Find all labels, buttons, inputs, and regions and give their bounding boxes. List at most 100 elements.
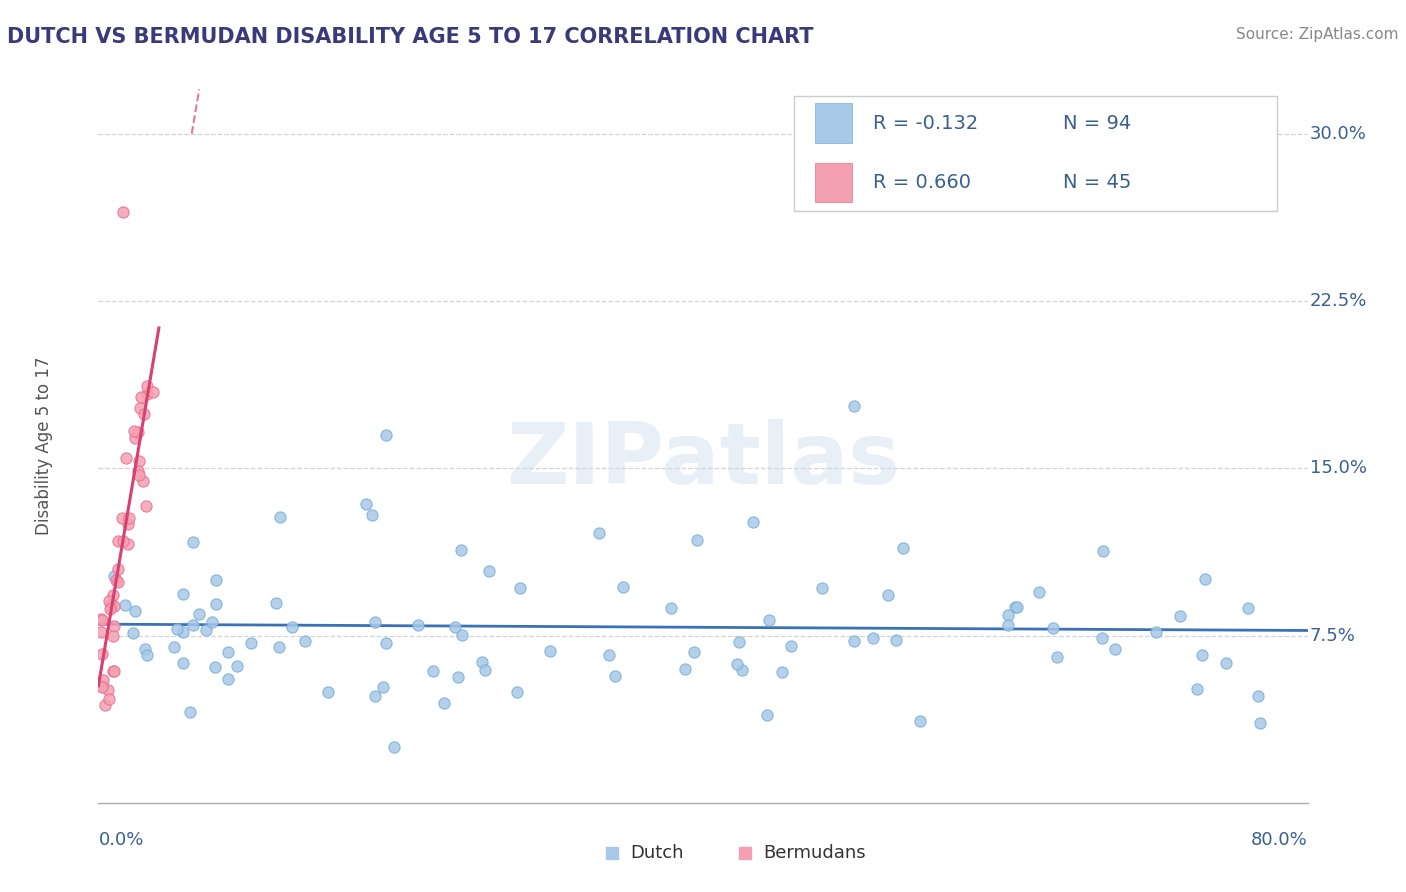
Point (374, 427, 396, 442)
Point (316, 685, 339, 699)
Point (100, 599, 122, 614)
Point (1215, 656, 1237, 670)
Text: Bermudans: Bermudans (763, 844, 866, 862)
Point (891, 541, 914, 555)
Point (862, 631, 884, 645)
Point (364, 690, 387, 704)
Point (122, 625, 145, 640)
Point (129, 401, 152, 415)
Point (162, 640, 184, 654)
Point (474, 663, 496, 677)
Point (598, 648, 620, 662)
Point (1092, 543, 1115, 558)
Point (876, 588, 898, 602)
Point (132, 474, 155, 488)
Point (91, 680, 114, 694)
Point (100, 598, 122, 612)
Point (188, 607, 211, 621)
Text: Dutch: Dutch (630, 844, 683, 862)
Point (1028, 585, 1050, 599)
Point (179, 705, 201, 719)
Point (107, 575, 129, 590)
Point (1194, 572, 1216, 586)
Point (97, 682, 120, 697)
Point (908, 714, 931, 728)
Point (478, 564, 501, 578)
Point (131, 390, 153, 404)
Bar (815, 103, 852, 143)
Point (204, 573, 226, 587)
Point (612, 580, 634, 594)
Point (770, 665, 793, 679)
Point (433, 696, 456, 710)
Text: Disability Age 5 to 17: Disability Age 5 to 17 (35, 357, 53, 535)
Point (451, 628, 474, 642)
Point (1042, 621, 1064, 635)
Point (731, 663, 754, 677)
Point (124, 604, 146, 618)
Point (1046, 650, 1069, 665)
Point (90, 647, 112, 661)
Point (371, 680, 394, 694)
Text: DUTCH VS BERMUDAN DISABILITY AGE 5 TO 17 CORRELATION CHART: DUTCH VS BERMUDAN DISABILITY AGE 5 TO 17… (7, 27, 814, 46)
Point (264, 596, 287, 610)
Point (127, 464, 149, 478)
Point (588, 526, 610, 541)
Point (135, 499, 157, 513)
Point (506, 685, 529, 699)
Bar (815, 162, 852, 202)
Point (605, 669, 627, 683)
Text: R = 0.660: R = 0.660 (873, 173, 972, 192)
Point (91, 613, 114, 627)
Point (997, 607, 1019, 622)
Point (842, 634, 865, 648)
Point (447, 670, 470, 684)
Text: ZIPatlas: ZIPatlas (506, 418, 900, 502)
Point (406, 618, 429, 632)
Point (780, 639, 803, 653)
Point (136, 378, 159, 392)
Point (107, 562, 129, 576)
Point (105, 573, 128, 587)
Point (361, 508, 384, 523)
Point (758, 613, 780, 627)
Point (103, 569, 125, 583)
Point (1191, 648, 1213, 663)
Point (725, 657, 748, 672)
Point (103, 665, 125, 679)
Point (1249, 715, 1271, 730)
Point (1237, 601, 1260, 615)
Point (103, 588, 125, 602)
Point (194, 624, 217, 638)
Point (166, 623, 188, 637)
Point (141, 385, 163, 400)
Point (204, 597, 226, 611)
Point (364, 615, 387, 630)
Point (103, 599, 125, 613)
Point (114, 598, 136, 612)
Point (810, 581, 832, 595)
Point (1168, 609, 1191, 624)
Point (267, 640, 290, 654)
Text: 30.0%: 30.0% (1310, 125, 1367, 143)
Point (659, 600, 682, 615)
Point (98, 594, 121, 608)
Point (884, 633, 907, 648)
Point (1144, 625, 1167, 640)
Point (204, 660, 226, 674)
Point (103, 618, 125, 632)
Point (755, 708, 778, 723)
Text: R = -0.132: R = -0.132 (873, 113, 979, 133)
Point (127, 425, 149, 439)
Point (294, 634, 316, 648)
Text: N = 45: N = 45 (1063, 173, 1132, 192)
Point (240, 636, 263, 650)
Text: N = 94: N = 94 (1063, 113, 1132, 133)
Point (450, 543, 472, 558)
Point (90, 625, 112, 640)
Point (135, 387, 157, 401)
Point (225, 659, 247, 673)
Point (98, 601, 121, 615)
FancyBboxPatch shape (793, 96, 1277, 211)
Point (98, 692, 121, 706)
